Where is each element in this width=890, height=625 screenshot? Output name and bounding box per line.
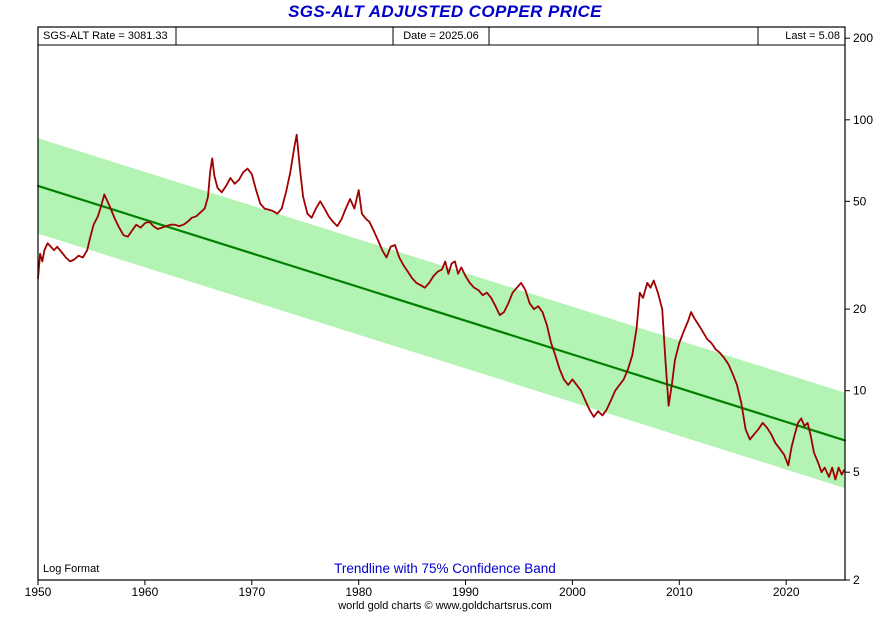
x-tick-label: 1980 xyxy=(345,585,372,599)
log-format-label: Log Format xyxy=(43,563,100,575)
x-tick-label: 1990 xyxy=(452,585,479,599)
y-tick-label: 20 xyxy=(853,302,867,316)
x-tick-label: 1960 xyxy=(132,585,159,599)
last-label: Last = 5.08 xyxy=(785,30,840,42)
trendline xyxy=(36,184,847,442)
x-tick-label: 1950 xyxy=(25,585,52,599)
plot-border xyxy=(37,26,846,581)
y-tick-label: 2 xyxy=(853,573,860,587)
rate-label: SGS-ALT Rate = 3081.33 xyxy=(43,30,168,42)
y-tick-label: 200 xyxy=(853,31,873,45)
y-tick-label: 100 xyxy=(853,113,873,127)
y-tick-label: 50 xyxy=(853,194,867,208)
price-line xyxy=(37,133,845,481)
date-label: Date = 2025.06 xyxy=(403,30,479,42)
copyright-note: world gold charts © www.goldchartsrus.co… xyxy=(338,600,552,612)
x-tick-label: 2010 xyxy=(666,585,693,599)
x-tick-label: 2000 xyxy=(559,585,586,599)
y-tick-label: 10 xyxy=(853,384,867,398)
x-tick-label: 1970 xyxy=(238,585,265,599)
x-tick-label: 2020 xyxy=(773,585,800,599)
trendline-caption: Trendline with 75% Confidence Band xyxy=(334,561,556,576)
y-tick-label: 5 xyxy=(853,465,860,479)
chart-title: SGS-ALT ADJUSTED COPPER PRICE xyxy=(288,2,602,21)
